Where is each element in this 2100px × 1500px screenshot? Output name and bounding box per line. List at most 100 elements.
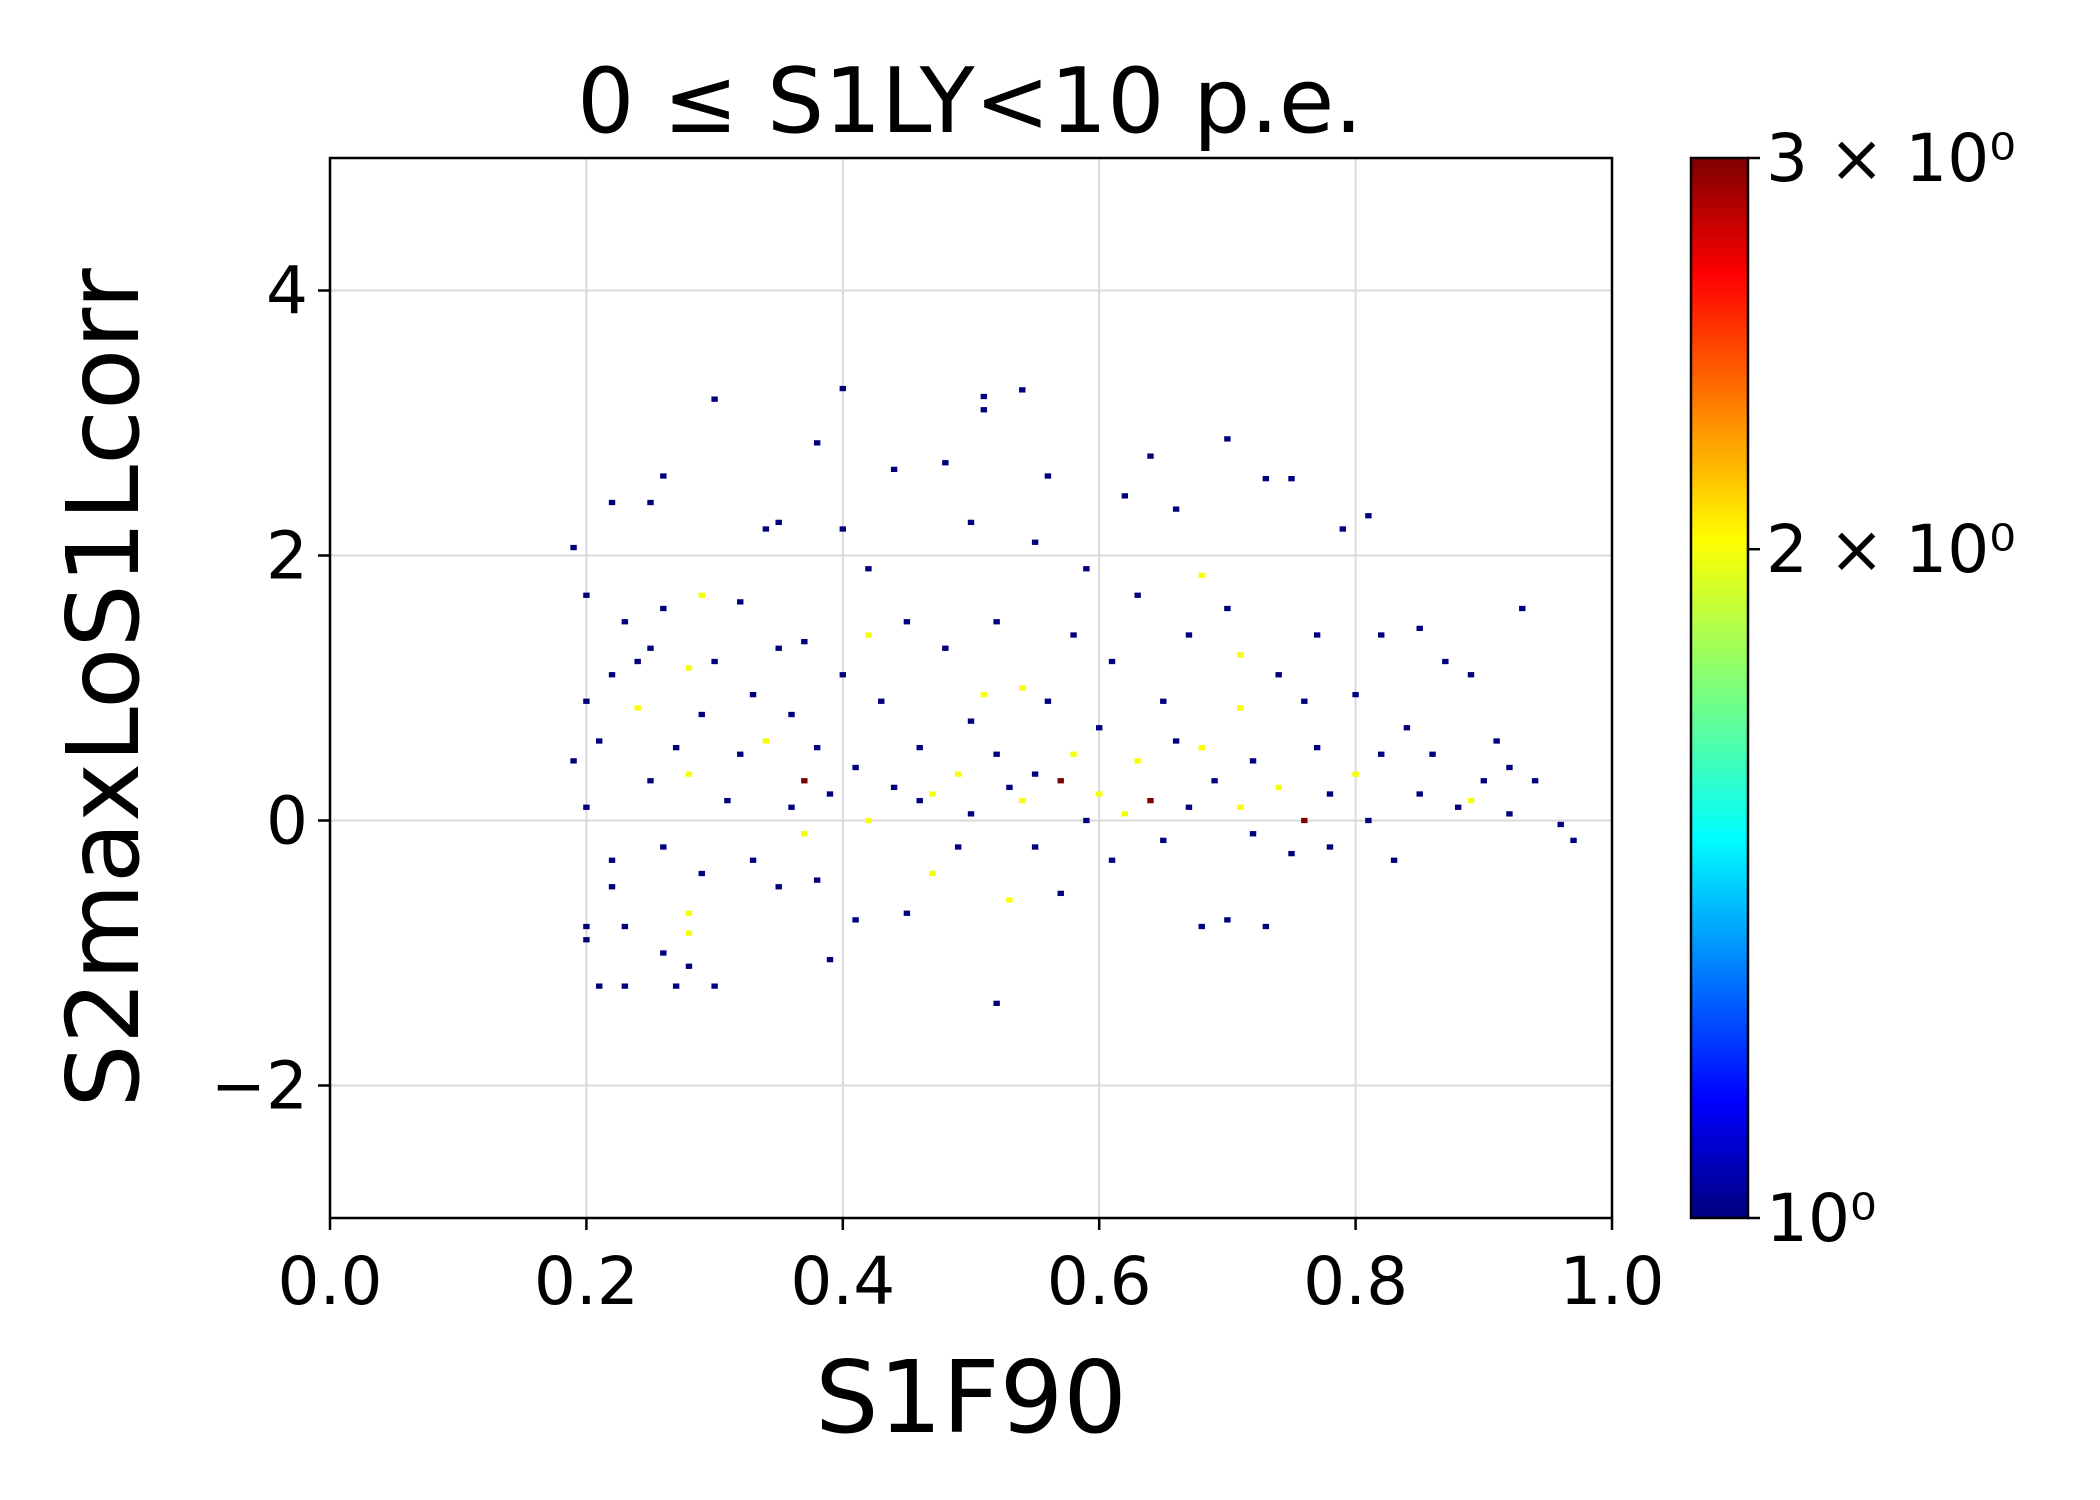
heatmap-bin [1326, 844, 1334, 850]
x-tick-label: 0.4 [790, 1243, 895, 1320]
heatmap-bin [954, 771, 962, 777]
heatmap-bin [1044, 698, 1052, 704]
heatmap-bin [929, 791, 936, 797]
heatmap-bin [813, 440, 821, 446]
heatmap-bin [801, 831, 808, 837]
heatmap-bin [1031, 771, 1039, 777]
heatmap-bin [826, 956, 834, 963]
heatmap-bin [1134, 758, 1141, 764]
heatmap-bin [890, 466, 898, 473]
plot-background [330, 158, 1612, 1218]
heatmap-bin [1403, 725, 1411, 731]
heatmap-bin [608, 884, 616, 890]
heatmap-bin [1493, 738, 1500, 744]
heatmap-bin [1019, 797, 1026, 804]
heatmap-bin [1237, 804, 1244, 810]
heatmap-bin [1083, 566, 1090, 572]
heatmap-bin [903, 910, 911, 916]
heatmap-bin [1416, 625, 1423, 632]
heatmap-bin [608, 857, 616, 863]
heatmap-bin [1185, 804, 1193, 810]
heatmap-bin [1172, 506, 1180, 512]
heatmap-bin [634, 705, 641, 711]
heatmap-bin [660, 844, 667, 850]
heatmap-bin [621, 983, 629, 989]
heatmap-bin [1326, 791, 1334, 797]
colorbar-tick-label: 10⁰ [1766, 1180, 1876, 1257]
heatmap-bin [1352, 771, 1359, 777]
heatmap-bin [1454, 804, 1462, 810]
colorbar-ticks: 10⁰ 2 × 10⁰ 3 × 10⁰ [1748, 120, 2016, 1257]
heatmap-bin [890, 784, 898, 791]
heatmap-bin [1313, 744, 1321, 751]
heatmap-bin [903, 619, 911, 625]
heatmap-bin [1224, 917, 1231, 923]
heatmap-bin [865, 817, 872, 824]
heatmap-bin [775, 519, 782, 526]
heatmap-bin [762, 526, 770, 532]
heatmap-bin [942, 460, 949, 466]
heatmap-bin [1467, 797, 1475, 804]
heatmap-bin [1211, 778, 1218, 784]
heatmap-bin [826, 791, 834, 797]
heatmap-bin [1301, 698, 1308, 704]
heatmap-bin [1378, 632, 1385, 638]
heatmap-bin [980, 407, 988, 413]
heatmap-bin [660, 950, 667, 956]
heatmap-bin [711, 658, 718, 665]
heatmap-bin [1288, 850, 1295, 857]
heatmap-bin [711, 396, 718, 402]
heatmap-bin [1095, 725, 1103, 731]
heatmap-bin [1031, 539, 1039, 545]
heatmap-bin [1365, 513, 1372, 519]
x-axis-label: S1F90 [815, 1339, 1127, 1456]
heatmap-bin [993, 1000, 1000, 1006]
heatmap-bin [698, 870, 705, 877]
heatmap-bin [839, 672, 847, 678]
heatmap-bin [813, 744, 821, 751]
heatmap-bin [621, 923, 629, 930]
heatmap-bin [647, 645, 654, 651]
heatmap-bin [942, 645, 949, 651]
heatmap-bin [993, 619, 1000, 625]
y-axis-ticks: −2 0 2 4 [211, 253, 330, 1125]
heatmap-bin [749, 691, 757, 698]
heatmap-bin [1172, 738, 1180, 744]
colorbar-gradient [1689, 156, 1750, 1220]
x-tick-label: 0.8 [1303, 1243, 1408, 1320]
heatmap-bin [993, 751, 1000, 757]
heatmap-bin [788, 804, 795, 810]
heatmap-bin [865, 566, 872, 572]
heatmap-bin [724, 797, 731, 804]
heatmap-bin [1147, 453, 1154, 459]
heatmap-bin [583, 923, 590, 930]
heatmap-bin [647, 778, 654, 784]
heatmap-bin [1262, 476, 1270, 482]
heatmap-bin [1198, 744, 1205, 751]
y-axis-label: S2maxLoS1Lcorr [45, 267, 162, 1107]
heatmap-bin [583, 804, 590, 810]
heatmap-bin [583, 698, 590, 704]
heatmap-bin [1378, 751, 1385, 757]
heatmap-bin [608, 499, 616, 506]
heatmap-bin [775, 645, 782, 651]
heatmap-bin [967, 519, 975, 526]
x-tick-label: 1.0 [1560, 1243, 1665, 1320]
heatmap-bin [852, 764, 859, 771]
heatmap-bin [1519, 605, 1526, 612]
heatmap-bin [1467, 672, 1475, 678]
heatmap-bin [929, 870, 936, 877]
heatmap-bin [788, 711, 795, 718]
heatmap-bin [672, 983, 680, 989]
heatmap-bin [570, 544, 577, 551]
heatmap-bin [1198, 923, 1205, 930]
colorbar: 10⁰ 2 × 10⁰ 3 × 10⁰ [1689, 120, 2016, 1257]
heatmap-bin [1288, 476, 1295, 482]
heatmap-bin [1083, 817, 1090, 824]
heatmap-bin [1339, 526, 1346, 532]
heatmap-bin [1160, 698, 1167, 704]
heatmap-bin [1044, 473, 1052, 479]
heatmap-bin [1108, 658, 1116, 665]
colorbar-tick-label: 2 × 10⁰ [1766, 511, 2016, 588]
